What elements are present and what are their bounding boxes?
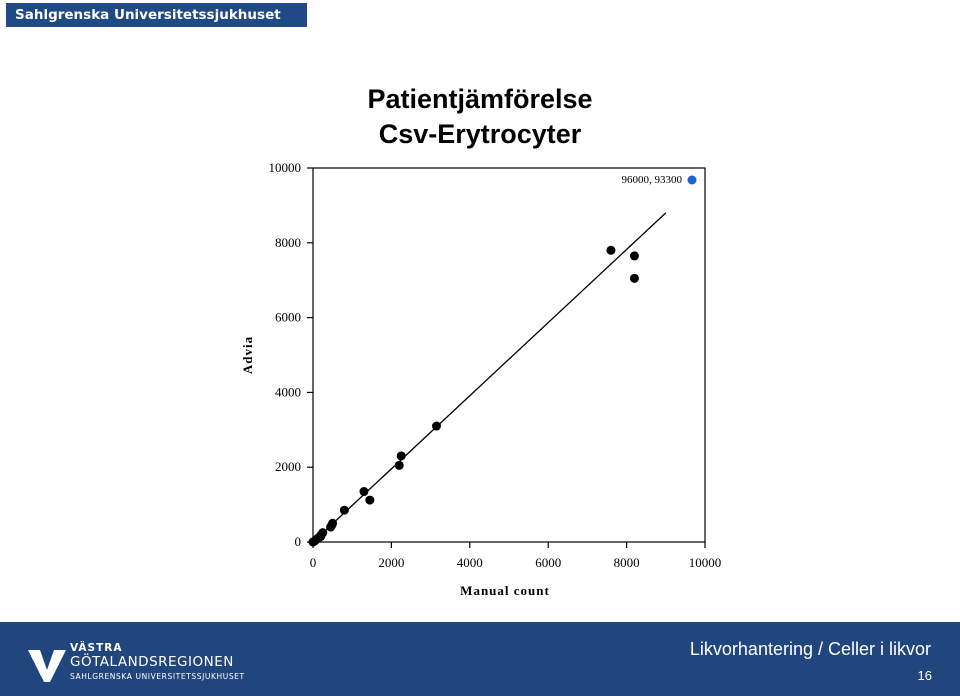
data-point xyxy=(629,273,639,283)
scatter-chart: 0 2000 4000 6000 8000 10000 0 2000 4000 6000 8000… xyxy=(240,160,722,598)
y-axis-ticks: 0 2000 4000 6000 8000 10000 xyxy=(269,160,313,549)
data-point xyxy=(629,251,639,261)
data-points xyxy=(308,245,639,547)
y-axis-label: Advia xyxy=(240,336,255,374)
page-number: 16 xyxy=(917,668,932,683)
slide-subtitle: Csv-Erytrocyter xyxy=(378,119,582,149)
footer-bar: VÄSTRA GÖTALANDSREGIONEN SAHLGRENSKA UNI… xyxy=(0,622,960,696)
plot-frame xyxy=(312,167,706,543)
y-tick-label: 8000 xyxy=(275,235,301,250)
header-org-bar: Sahlgrenska Universitetssjukhuset xyxy=(6,3,307,27)
footer-title: Likvorhantering / Celler i likvor xyxy=(689,639,931,659)
data-point xyxy=(327,520,337,530)
data-point xyxy=(365,495,375,505)
y-tick-label: 6000 xyxy=(275,310,301,325)
vgr-logo-icon xyxy=(28,650,66,682)
logo-line2: GÖTALANDSREGIONEN xyxy=(70,654,234,670)
x-tick-label: 6000 xyxy=(535,555,561,570)
data-point xyxy=(606,245,616,255)
outlier-label: 96000, 93300 xyxy=(622,174,683,186)
x-axis-label: Manual count xyxy=(460,583,550,598)
x-tick-label: 10000 xyxy=(689,555,722,570)
org-name: Sahlgrenska Universitetssjukhuset xyxy=(15,7,281,23)
reference-line xyxy=(312,212,667,543)
data-point xyxy=(394,460,404,470)
logo-line3: SAHLGRENSKA UNIVERSITETSSJUKHUSET xyxy=(70,672,245,681)
slide-title: Patientjämförelse xyxy=(367,84,593,114)
x-tick-label: 8000 xyxy=(614,555,640,570)
outlier-point xyxy=(687,175,697,185)
x-axis-ticks: 0 2000 4000 6000 8000 10000 xyxy=(310,542,722,570)
data-point xyxy=(316,530,326,540)
logo-line1: VÄSTRA xyxy=(70,642,123,654)
y-tick-label: 2000 xyxy=(275,459,301,474)
data-point xyxy=(339,505,349,515)
x-tick-label: 0 xyxy=(310,555,317,570)
data-point xyxy=(396,451,406,461)
data-point xyxy=(359,487,369,497)
y-tick-label: 0 xyxy=(295,534,302,549)
vgr-logo: VÄSTRA GÖTALANDSREGIONEN SAHLGRENSKA UNI… xyxy=(26,642,246,688)
y-tick-label: 10000 xyxy=(269,160,302,175)
y-tick-label: 4000 xyxy=(275,384,301,399)
x-tick-label: 2000 xyxy=(378,555,404,570)
x-tick-label: 4000 xyxy=(457,555,483,570)
data-point xyxy=(431,421,441,431)
